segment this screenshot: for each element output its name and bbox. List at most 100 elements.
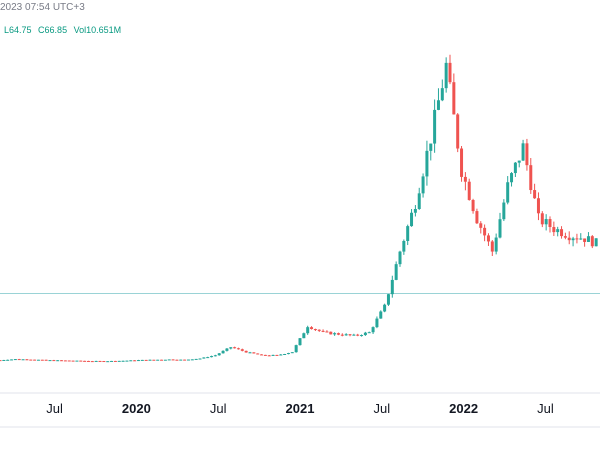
candle-body [225,348,229,351]
candle-body [129,360,133,362]
candle-body [256,353,260,355]
candle-body [83,360,87,362]
candle-body [310,327,314,330]
x-tick-label: Jul [374,401,391,416]
candle-body [163,359,167,361]
candle-body [175,359,179,361]
candle-body [29,359,33,361]
candle-body [294,345,298,353]
candle-body [317,329,321,331]
candle-body [90,361,94,363]
candle-body [113,360,117,362]
close-value: C66.85 [38,25,68,35]
candle-body [236,348,240,350]
candle-body [490,241,494,252]
candle-body [202,357,206,359]
candle-body [271,354,275,356]
candle-body [502,202,506,220]
candle-body [13,359,17,361]
candle-body [267,355,271,357]
candle-body [590,236,594,247]
candle-body [56,360,60,362]
candle-body [486,235,490,242]
candle-body [233,347,237,349]
candle-body [0,360,2,362]
candle-body [86,360,90,362]
candle-body [260,354,264,356]
candle-body [386,294,390,305]
candle-body [383,304,387,312]
candle-body [302,333,306,339]
candle-body [494,237,498,252]
x-tick-label: 2022 [449,401,478,416]
candle-body [444,62,448,89]
candle-body [125,360,129,362]
candle-body [221,350,225,354]
datetime-text: 2023 07:54 UTC+3 [0,2,85,13]
candle-body [402,240,406,252]
candle-body [136,360,140,362]
candle-body [52,360,56,362]
candle-body [356,334,360,336]
candle-body [448,62,452,83]
candle-body [413,208,417,213]
candle-body [67,360,71,362]
candle-body [63,360,67,362]
candle-body [2,359,6,361]
candle-body [210,356,214,358]
candle-body [133,360,137,362]
candle-body [248,352,252,354]
candle-body [425,150,429,177]
candle-body [579,238,583,240]
candle-body [229,347,233,349]
candle-body [367,332,371,334]
candle-body [152,359,156,361]
candle-body [556,229,560,233]
candle-body [244,350,248,353]
candle-body [536,198,540,214]
candle-body [186,359,190,361]
candle-body [121,360,125,362]
candle-body [567,237,571,241]
candle-body [329,331,333,335]
candle-body [544,219,548,225]
candle-body [144,359,148,361]
candle-body [340,334,344,336]
candle-body [60,360,64,362]
candle-body [94,360,98,362]
candle-body [198,358,202,360]
candle-body [275,354,279,356]
candle-body [525,143,529,166]
candle-body [286,353,290,355]
candle-body [521,143,525,161]
ohlc-readout: L64.75 C66.85 Vol10.651M [4,25,125,35]
candle-body [390,279,394,295]
low-value: L64.75 [4,25,32,35]
candle-body [475,211,479,224]
candle-body [398,251,402,265]
candle-body [440,88,444,101]
candle-body [375,318,379,328]
candle-body [529,165,533,191]
candle-body [463,176,467,182]
candle-body [517,160,521,163]
candle-body [533,190,537,199]
candle-body [333,333,337,335]
candle-body [467,181,471,200]
candle-body [206,357,210,359]
x-tick-label: Jul [46,401,63,416]
candle-body [48,360,52,362]
candle-body [506,182,510,203]
candle-body [106,361,110,363]
candle-body [194,358,198,360]
candle-body [583,238,587,242]
candle-body [421,176,425,194]
candle-body [217,353,221,356]
candle-body [213,355,217,357]
candle-body [471,199,475,212]
candle-body [183,359,187,361]
candle-body [171,359,175,361]
legend-header: 2023 07:54 UTC+3 L64.75 C66.85 Vol10.651… [0,0,600,40]
